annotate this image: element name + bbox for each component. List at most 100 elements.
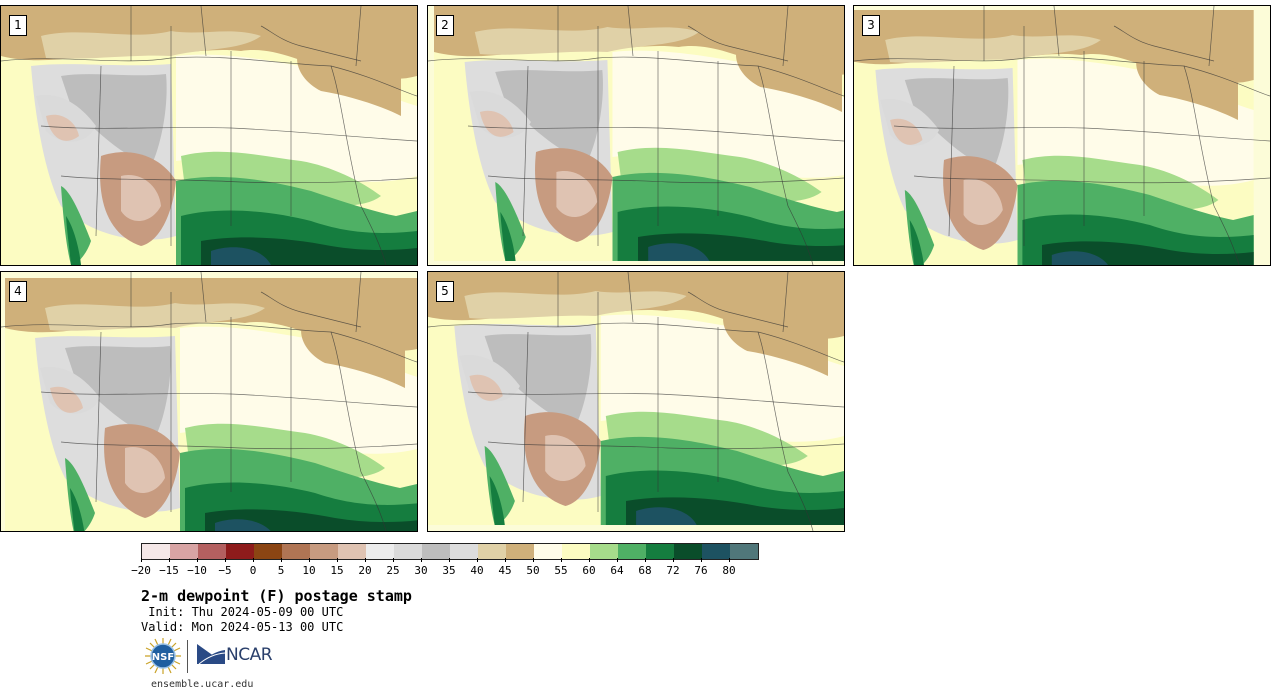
colorbar-tick-label: 35 — [442, 564, 456, 577]
state-border — [260, 25, 362, 62]
state-border — [1208, 6, 1215, 67]
colorbar-tick-label: 80 — [722, 564, 736, 577]
state-border — [522, 65, 529, 237]
dewpoint-region — [723, 305, 828, 376]
dewpoint-colorbar — [141, 543, 759, 560]
dewpoint-region — [464, 291, 687, 319]
colorbar-swatch — [590, 544, 618, 559]
dewpoint-region — [904, 78, 1009, 170]
state-border — [1113, 25, 1215, 62]
dewpoint-region — [211, 247, 271, 265]
dewpoint-region — [125, 447, 165, 494]
dewpoint-region — [489, 476, 505, 525]
colorbar-tick — [393, 558, 394, 562]
state-border — [355, 6, 362, 67]
colorbar-swatch — [142, 544, 170, 559]
state-border — [95, 331, 102, 503]
colorbar-tick-label: 50 — [526, 564, 540, 577]
colorbar-tick-label: 60 — [582, 564, 596, 577]
colorbar-swatch — [310, 544, 338, 559]
dewpoint-region — [41, 31, 261, 59]
colorbar-tick-label: −15 — [159, 564, 179, 577]
colorbar-tick-label: 20 — [358, 564, 372, 577]
map-panel-2[interactable]: 2 — [427, 5, 845, 266]
colorbar-tick — [561, 558, 562, 562]
colorbar-tick-label: 68 — [638, 564, 652, 577]
ncar-logo-icon[interactable] — [197, 644, 225, 664]
dewpoint-region — [45, 303, 265, 331]
ncar-wordmark: NCAR — [226, 645, 273, 665]
state-border — [782, 6, 789, 67]
map-panel-3[interactable]: 3 — [853, 5, 1271, 266]
dewpoint-region — [1051, 251, 1108, 265]
state-border — [487, 175, 844, 184]
colorbar-swatch — [254, 544, 282, 559]
colorbar-tick-label: 0 — [249, 564, 257, 577]
dewpoint-region — [735, 41, 842, 112]
dewpoint-region — [61, 74, 167, 166]
colorbar-swatch — [394, 544, 422, 559]
state-border — [200, 272, 207, 323]
map-panel-5[interactable]: 5 — [427, 271, 845, 532]
colorbar-tick — [225, 558, 226, 562]
dewpoint-region — [484, 334, 592, 426]
colorbar-swatch — [646, 544, 674, 559]
colorbar-tick — [617, 558, 618, 562]
state-border — [428, 322, 844, 363]
colorbar-tick-label: 45 — [498, 564, 512, 577]
state-border — [1, 322, 417, 363]
site-url[interactable]: ensemble.ucar.edu — [151, 679, 254, 690]
colorbar-tick — [197, 558, 198, 562]
state-border — [757, 331, 814, 531]
dewpoint-region — [556, 171, 598, 218]
colorbar-swatch — [170, 544, 198, 559]
dewpoint-map-5 — [428, 272, 844, 531]
colorbar-tick — [645, 558, 646, 562]
colorbar-swatch — [618, 544, 646, 559]
colorbar-tick — [673, 558, 674, 562]
state-border — [355, 272, 362, 333]
dewpoint-region — [479, 110, 514, 137]
colorbar-tick — [309, 558, 310, 562]
colorbar-tick — [141, 558, 142, 562]
dewpoint-region — [301, 317, 405, 388]
state-border — [60, 441, 417, 450]
dewpoint-region — [1136, 49, 1238, 120]
state-border — [1053, 6, 1060, 57]
page-title: 2-m dewpoint (F) postage stamp — [141, 587, 412, 605]
state-border — [330, 331, 387, 531]
valid-time: Valid: Mon 2024-05-13 00 UTC — [141, 620, 344, 634]
state-border — [1183, 65, 1240, 265]
state-border — [948, 65, 955, 237]
dewpoint-map-2 — [428, 6, 844, 265]
map-panel-1[interactable]: 1 — [0, 5, 418, 266]
dewpoint-region — [963, 179, 1003, 226]
nsf-logo-icon[interactable]: NSF — [145, 638, 181, 674]
colorbar-tick-label: 72 — [666, 564, 680, 577]
state-border — [854, 56, 1270, 97]
map-panel-4[interactable]: 4 — [0, 271, 418, 532]
colorbar-tick — [505, 558, 506, 562]
colorbar-swatch — [534, 544, 562, 559]
colorbar-swatch — [450, 544, 478, 559]
state-border — [260, 291, 362, 328]
panel-number-2: 2 — [436, 15, 454, 36]
dewpoint-region — [46, 114, 79, 141]
panel-number-3: 3 — [862, 15, 880, 36]
dewpoint-region — [909, 220, 924, 265]
state-border — [782, 272, 789, 333]
dewpoint-region — [66, 216, 81, 265]
colorbar-tick-label: 15 — [330, 564, 344, 577]
dewpoint-map-4 — [1, 272, 417, 531]
state-border — [330, 65, 387, 265]
colorbar-tick — [421, 558, 422, 562]
colorbar-tick — [365, 558, 366, 562]
state-border — [687, 291, 789, 328]
colorbar-swatch — [198, 544, 226, 559]
state-border — [428, 56, 844, 97]
dewpoint-region — [545, 435, 586, 482]
dewpoint-region — [474, 27, 700, 55]
dewpoint-region — [484, 446, 515, 525]
state-border — [40, 125, 417, 142]
colorbar-tick — [533, 558, 534, 562]
